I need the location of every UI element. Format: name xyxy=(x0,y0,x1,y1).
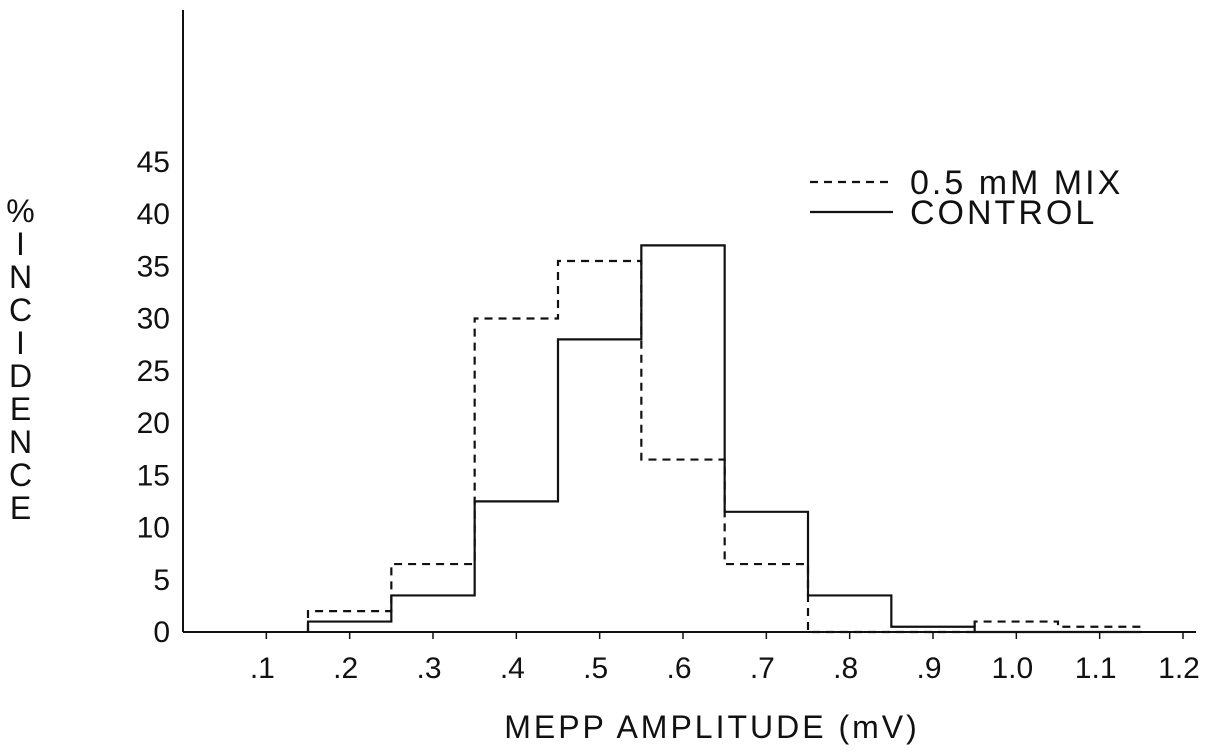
bar-1-2 xyxy=(475,501,558,632)
y-tick-label-3: 15 xyxy=(137,459,170,492)
x-tick-label-11: 1.2 xyxy=(1158,652,1200,685)
bar-1-4 xyxy=(641,245,724,632)
x-tick-label-8: .9 xyxy=(916,652,941,685)
x-tick-label-5: .6 xyxy=(666,652,691,685)
y-tick-label-8: 40 xyxy=(137,198,170,231)
y-tick-label-4: 20 xyxy=(137,407,170,440)
x-tick-label-7: .8 xyxy=(833,652,858,685)
y-axis-title-char-2: N xyxy=(9,259,35,295)
bar-1-5 xyxy=(725,512,808,632)
x-tick-label-2: .3 xyxy=(416,652,441,685)
bar-1-1 xyxy=(391,595,474,632)
y-tick-label-9: 45 xyxy=(137,146,170,179)
y-axis-title-char-6: E xyxy=(10,391,34,427)
legend-label-1: CONTROL xyxy=(910,194,1097,232)
x-tick-label-1: .2 xyxy=(333,652,358,685)
y-tick-label-2: 10 xyxy=(137,512,170,545)
y-axis-title-char-4: I xyxy=(16,325,28,361)
y-axis-title-char-9: E xyxy=(10,490,34,526)
y-axis-title-char-1: I xyxy=(16,226,28,262)
x-tick-label-3: .4 xyxy=(500,652,525,685)
bar-1-3 xyxy=(558,339,641,632)
y-tick-label-6: 30 xyxy=(137,303,170,336)
x-tick-label-4: .5 xyxy=(583,652,608,685)
y-axis-title-char-8: C xyxy=(9,457,35,493)
x-tick-label-6: .7 xyxy=(750,652,775,685)
y-axis-title-char-7: N xyxy=(9,424,35,460)
bar-1-6 xyxy=(808,595,891,632)
x-axis-title: MEPP AMPLITUDE (mV) xyxy=(504,709,920,745)
y-tick-label-0: 0 xyxy=(153,616,170,649)
series-layer xyxy=(306,244,1143,634)
y-axis-title-char-5: D xyxy=(9,358,35,394)
y-axis-title-char-0: % xyxy=(6,193,37,229)
y-tick-labels: 0 5 10 15 20 25 30 35 40 45 xyxy=(137,146,170,649)
x-tick-label-9: 1.0 xyxy=(991,652,1033,685)
y-tick-label-7: 35 xyxy=(137,250,170,283)
y-tick-label-5: 25 xyxy=(137,355,170,388)
x-tick-labels: .1 .2 .3 .4 .5 .6 .7 .8 .9 1.0 1.1 1.2 xyxy=(250,652,1200,685)
bar-1-7 xyxy=(891,627,974,632)
x-tick-label-0: .1 xyxy=(250,652,275,685)
series-control xyxy=(306,244,1142,634)
y-axis-title-char-3: C xyxy=(9,292,35,328)
series-line-1 xyxy=(306,244,1142,634)
x-tick-label-10: 1.1 xyxy=(1075,652,1117,685)
bar-0-8 xyxy=(975,622,1058,632)
legend-label-0: 0.5 mM MIX xyxy=(910,164,1123,202)
y-tick-label-1: 5 xyxy=(153,564,170,597)
bar-1-0 xyxy=(308,622,391,632)
